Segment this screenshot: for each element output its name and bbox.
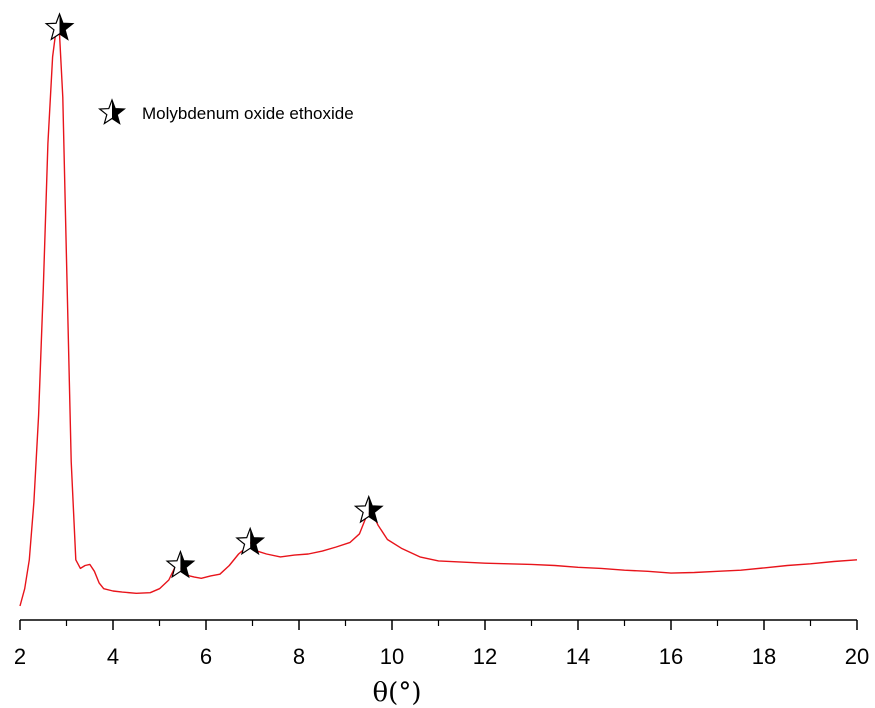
plot-area — [19, 27, 858, 607]
legend: Molybdenum oxide ethoxide — [98, 98, 354, 125]
star-right-half — [368, 496, 383, 522]
x-axis-ticks: 2 4 6 8 10 12 14 16 18 20 — [14, 620, 869, 669]
star-right-half — [59, 14, 73, 40]
star-left-half — [46, 14, 60, 40]
star-left-half — [236, 528, 251, 554]
x-tick-label: 18 — [752, 644, 776, 669]
legend-star — [98, 98, 126, 125]
peak-star-marker — [235, 526, 266, 556]
star-left-half — [355, 496, 369, 522]
x-tick-label: 16 — [659, 644, 683, 669]
star-right-half — [180, 551, 194, 577]
x-tick-label: 20 — [845, 644, 869, 669]
x-tick-label: 12 — [473, 644, 497, 669]
legend-label: Molybdenum oxide ethoxide — [142, 104, 354, 123]
x-tick-label: 6 — [200, 644, 212, 669]
star-right-half — [250, 528, 264, 554]
series-line-1 — [19, 27, 858, 607]
x-tick-label: 14 — [566, 644, 590, 669]
peak-star-marker — [44, 12, 75, 41]
x-tick-label: 4 — [107, 644, 119, 669]
peak-star-marker — [353, 494, 384, 524]
star-outline — [235, 526, 266, 556]
star-outline — [165, 549, 196, 579]
x-tick-label: 8 — [293, 644, 305, 669]
x-tick-label: 10 — [380, 644, 404, 669]
star-left-half — [167, 551, 181, 577]
peak-star-marker — [165, 549, 196, 579]
star-left-half — [99, 100, 112, 124]
x-tick-label: 2 — [14, 644, 26, 669]
legend-star-marker — [98, 98, 126, 125]
star-right-half — [112, 100, 125, 124]
star-outline — [98, 98, 126, 125]
x-axis-title: θ(°) — [373, 678, 422, 708]
star-outline — [44, 12, 75, 41]
star-outline — [353, 494, 384, 524]
peak-markers — [44, 12, 384, 579]
